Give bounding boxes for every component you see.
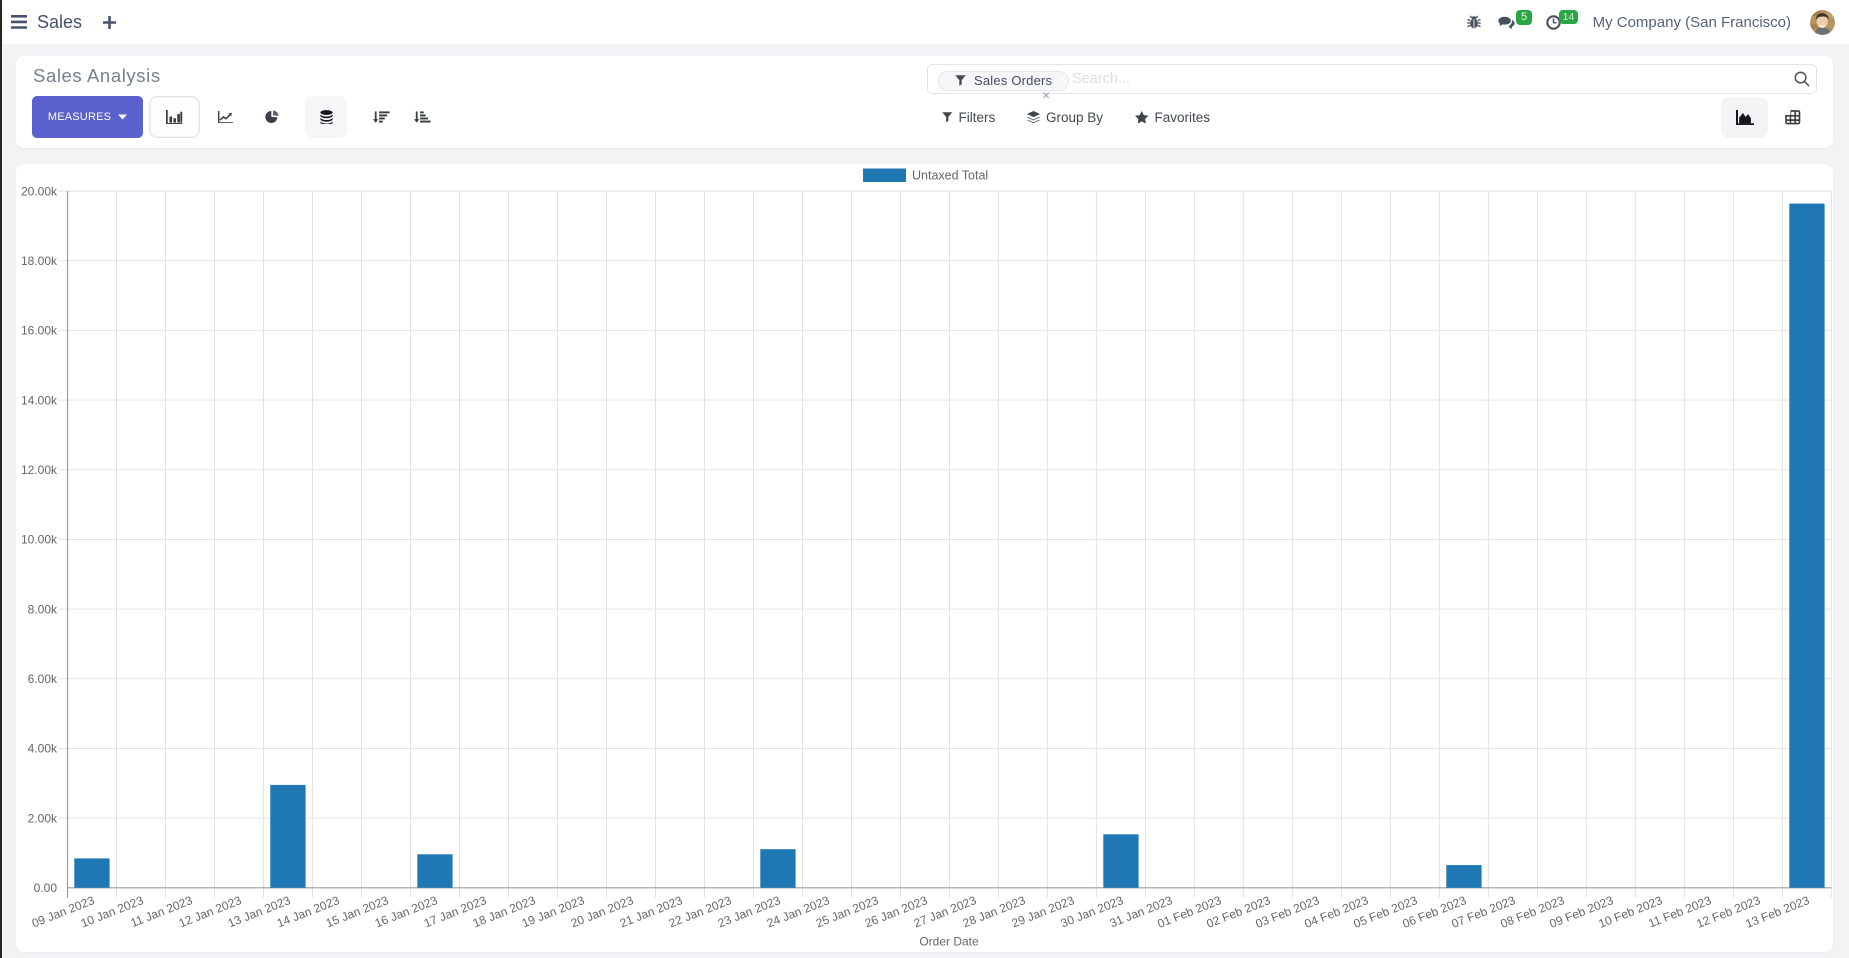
svg-text:0.00: 0.00 (34, 881, 58, 895)
svg-text:Order Date: Order Date (919, 935, 979, 949)
svg-text:16.00k: 16.00k (21, 324, 58, 338)
svg-text:2.00k: 2.00k (28, 811, 58, 825)
svg-text:Untaxed Total: Untaxed Total (912, 169, 988, 183)
svg-text:12.00k: 12.00k (21, 463, 58, 477)
svg-text:14.00k: 14.00k (21, 393, 58, 407)
svg-text:4.00k: 4.00k (28, 742, 58, 756)
svg-text:8.00k: 8.00k (28, 602, 58, 616)
svg-text:20.00k: 20.00k (21, 184, 58, 198)
svg-text:18.00k: 18.00k (21, 254, 58, 268)
svg-text:10.00k: 10.00k (21, 533, 58, 547)
svg-text:6.00k: 6.00k (28, 672, 58, 686)
